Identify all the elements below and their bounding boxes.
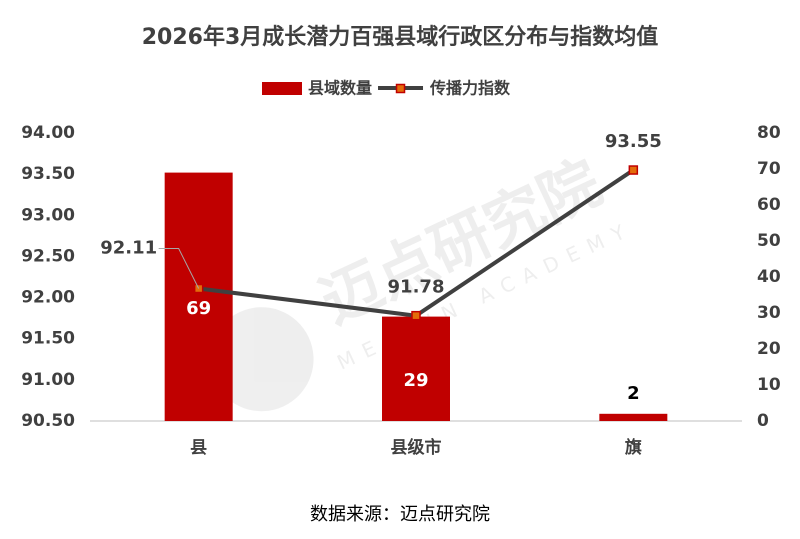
legend-marker (395, 83, 406, 94)
x-tick-label: 县 (190, 438, 207, 458)
bar-value-label: 2 (627, 383, 640, 404)
chart-title: 2026年3月成长潜力百强县域行政区分布与指数均值 (142, 24, 659, 50)
y2-tick-label: 50 (757, 231, 781, 251)
bar (164, 172, 233, 421)
watermark-logo (209, 307, 314, 412)
legend-label: 传播力指数 (429, 79, 511, 98)
y-tick-label: 91.50 (21, 329, 75, 349)
y2-tick-label: 20 (757, 339, 781, 359)
y-tick-label: 94.00 (21, 123, 75, 143)
y2-tick-label: 80 (757, 123, 781, 143)
legend-swatch (262, 82, 302, 95)
legend-label: 县域数量 (308, 79, 372, 98)
y-tick-label: 92.00 (21, 288, 75, 308)
y-tick-label: 93.00 (21, 205, 75, 225)
y-tick-label: 91.00 (21, 370, 75, 390)
x-tick-label: 旗 (625, 437, 642, 458)
bar-value-label: 29 (403, 370, 428, 391)
y-tick-label: 90.50 (21, 411, 75, 431)
line-value-label: 93.55 (605, 131, 662, 152)
line-marker (628, 165, 639, 175)
y2-tick-label: 30 (757, 303, 781, 323)
bar (382, 316, 450, 421)
line-marker (411, 310, 421, 321)
leader-line (158, 248, 200, 289)
y2-tick-label: 10 (757, 375, 781, 395)
y2-tick-label: 60 (757, 195, 781, 215)
bar (599, 413, 668, 421)
y-tick-label: 93.50 (21, 164, 75, 184)
y2-tick-label: 40 (757, 267, 781, 287)
y2-tick-label: 70 (757, 159, 781, 179)
source: 数据来源：迈点研究院 (310, 504, 490, 525)
line-value-label: 92.11 (100, 238, 157, 259)
line-value-label: 91.78 (388, 277, 445, 298)
y-tick-label: 92.50 (21, 246, 75, 266)
y2-tick-label: 0 (757, 411, 769, 431)
bar-value-label: 69 (186, 298, 211, 319)
x-tick-label: 县级市 (391, 437, 442, 458)
